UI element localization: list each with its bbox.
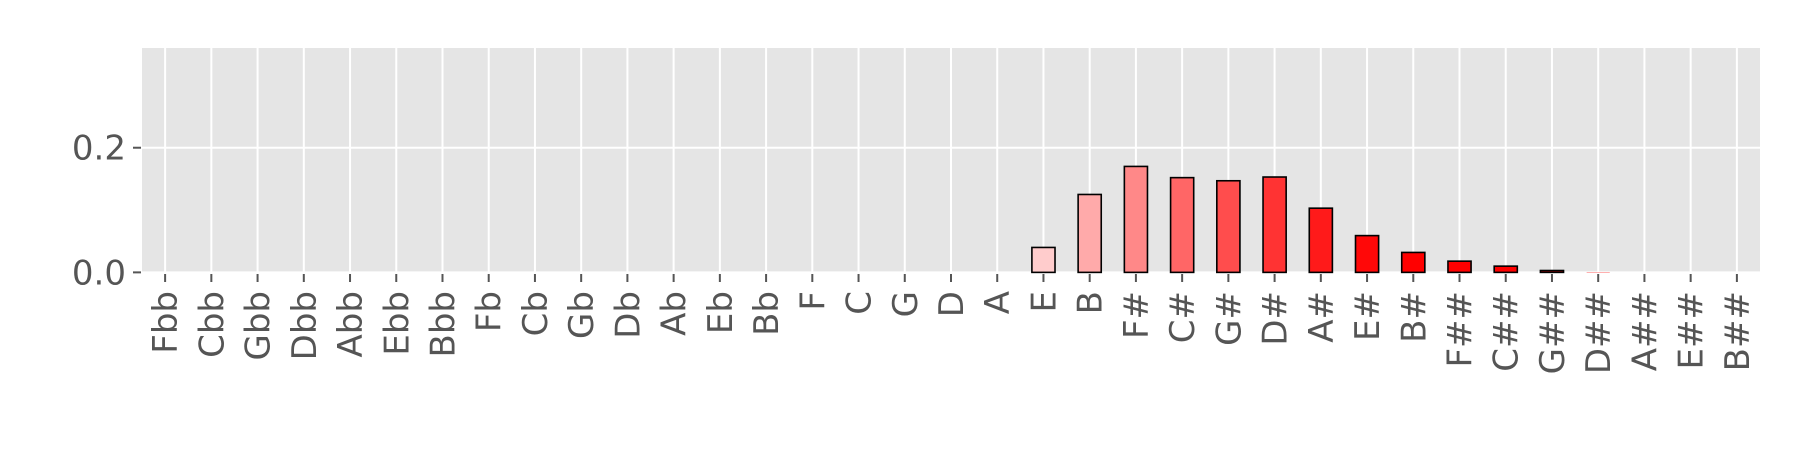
x-tick-label: D#	[1256, 291, 1296, 346]
bar-E#	[1354, 234, 1380, 274]
x-tick-label: D##	[1579, 291, 1619, 374]
x-tick-label: E##	[1672, 291, 1712, 369]
x-tick-label: B	[1071, 291, 1111, 314]
x-tick-label: Fbb	[146, 291, 186, 354]
x-tick-label: Db	[608, 291, 648, 339]
x-tick-label: C##	[1487, 291, 1527, 372]
bar-G#	[1216, 179, 1241, 274]
x-tick-label: A#	[1302, 291, 1342, 343]
x-tick-label: C	[840, 291, 880, 315]
x-tick-label: A	[978, 291, 1018, 314]
x-tick-label: Fb	[470, 291, 510, 332]
x-tick-label: E	[1024, 291, 1064, 312]
bar-G##	[1539, 269, 1565, 274]
bar-A#	[1308, 207, 1334, 274]
bars	[1031, 165, 1610, 274]
x-tick-label: Dbb	[285, 291, 325, 360]
y-axis: 0.0 0.2	[72, 129, 141, 293]
x-tick-label: F	[793, 291, 833, 311]
x-tick-label: G#	[1209, 291, 1249, 346]
x-tick-label: Cb	[516, 291, 556, 336]
x-tick-label: Gbb	[239, 291, 279, 361]
bar-B	[1077, 193, 1103, 274]
x-tick-label: G	[886, 291, 926, 317]
x-tick-label: Ab	[655, 291, 695, 336]
y-tick-label: 0.2	[72, 129, 126, 169]
y-tick-label: 0.0	[72, 253, 126, 293]
bar-B#	[1400, 251, 1426, 274]
x-tick-label: G##	[1533, 291, 1573, 374]
x-tick-label: D	[932, 291, 972, 317]
bar-F##	[1447, 260, 1472, 274]
x-tick-label: Cbb	[192, 291, 232, 358]
bar-D#	[1262, 176, 1287, 274]
x-tick-label: Bbb	[423, 291, 463, 358]
x-tick-label: B##	[1718, 291, 1758, 371]
x-tick-label: A##	[1625, 291, 1665, 371]
x-tick-label: C#	[1163, 291, 1203, 343]
x-tick-label: Eb	[701, 291, 741, 334]
x-tick-label: Gb	[562, 291, 602, 339]
x-tick-label: E#	[1348, 291, 1388, 341]
x-tick-label: B#	[1394, 291, 1434, 343]
bar-F#	[1123, 165, 1149, 274]
bar-C#	[1169, 176, 1195, 274]
x-tick-label: F#	[1117, 291, 1157, 339]
x-tick-label: Bb	[747, 291, 787, 336]
grid-lines	[142, 48, 1760, 274]
bar-E	[1031, 246, 1056, 274]
x-tick-label: F##	[1441, 291, 1481, 368]
x-axis: Fbb Cbb Gbb Dbb Abb Ebb Bbb Fb Cb Gb Db Ab Eb Bb F C G D A…	[146, 274, 1758, 374]
bar-C##	[1493, 265, 1519, 274]
x-tick-label: Abb	[331, 291, 371, 357]
x-tick-label: Ebb	[377, 291, 417, 356]
